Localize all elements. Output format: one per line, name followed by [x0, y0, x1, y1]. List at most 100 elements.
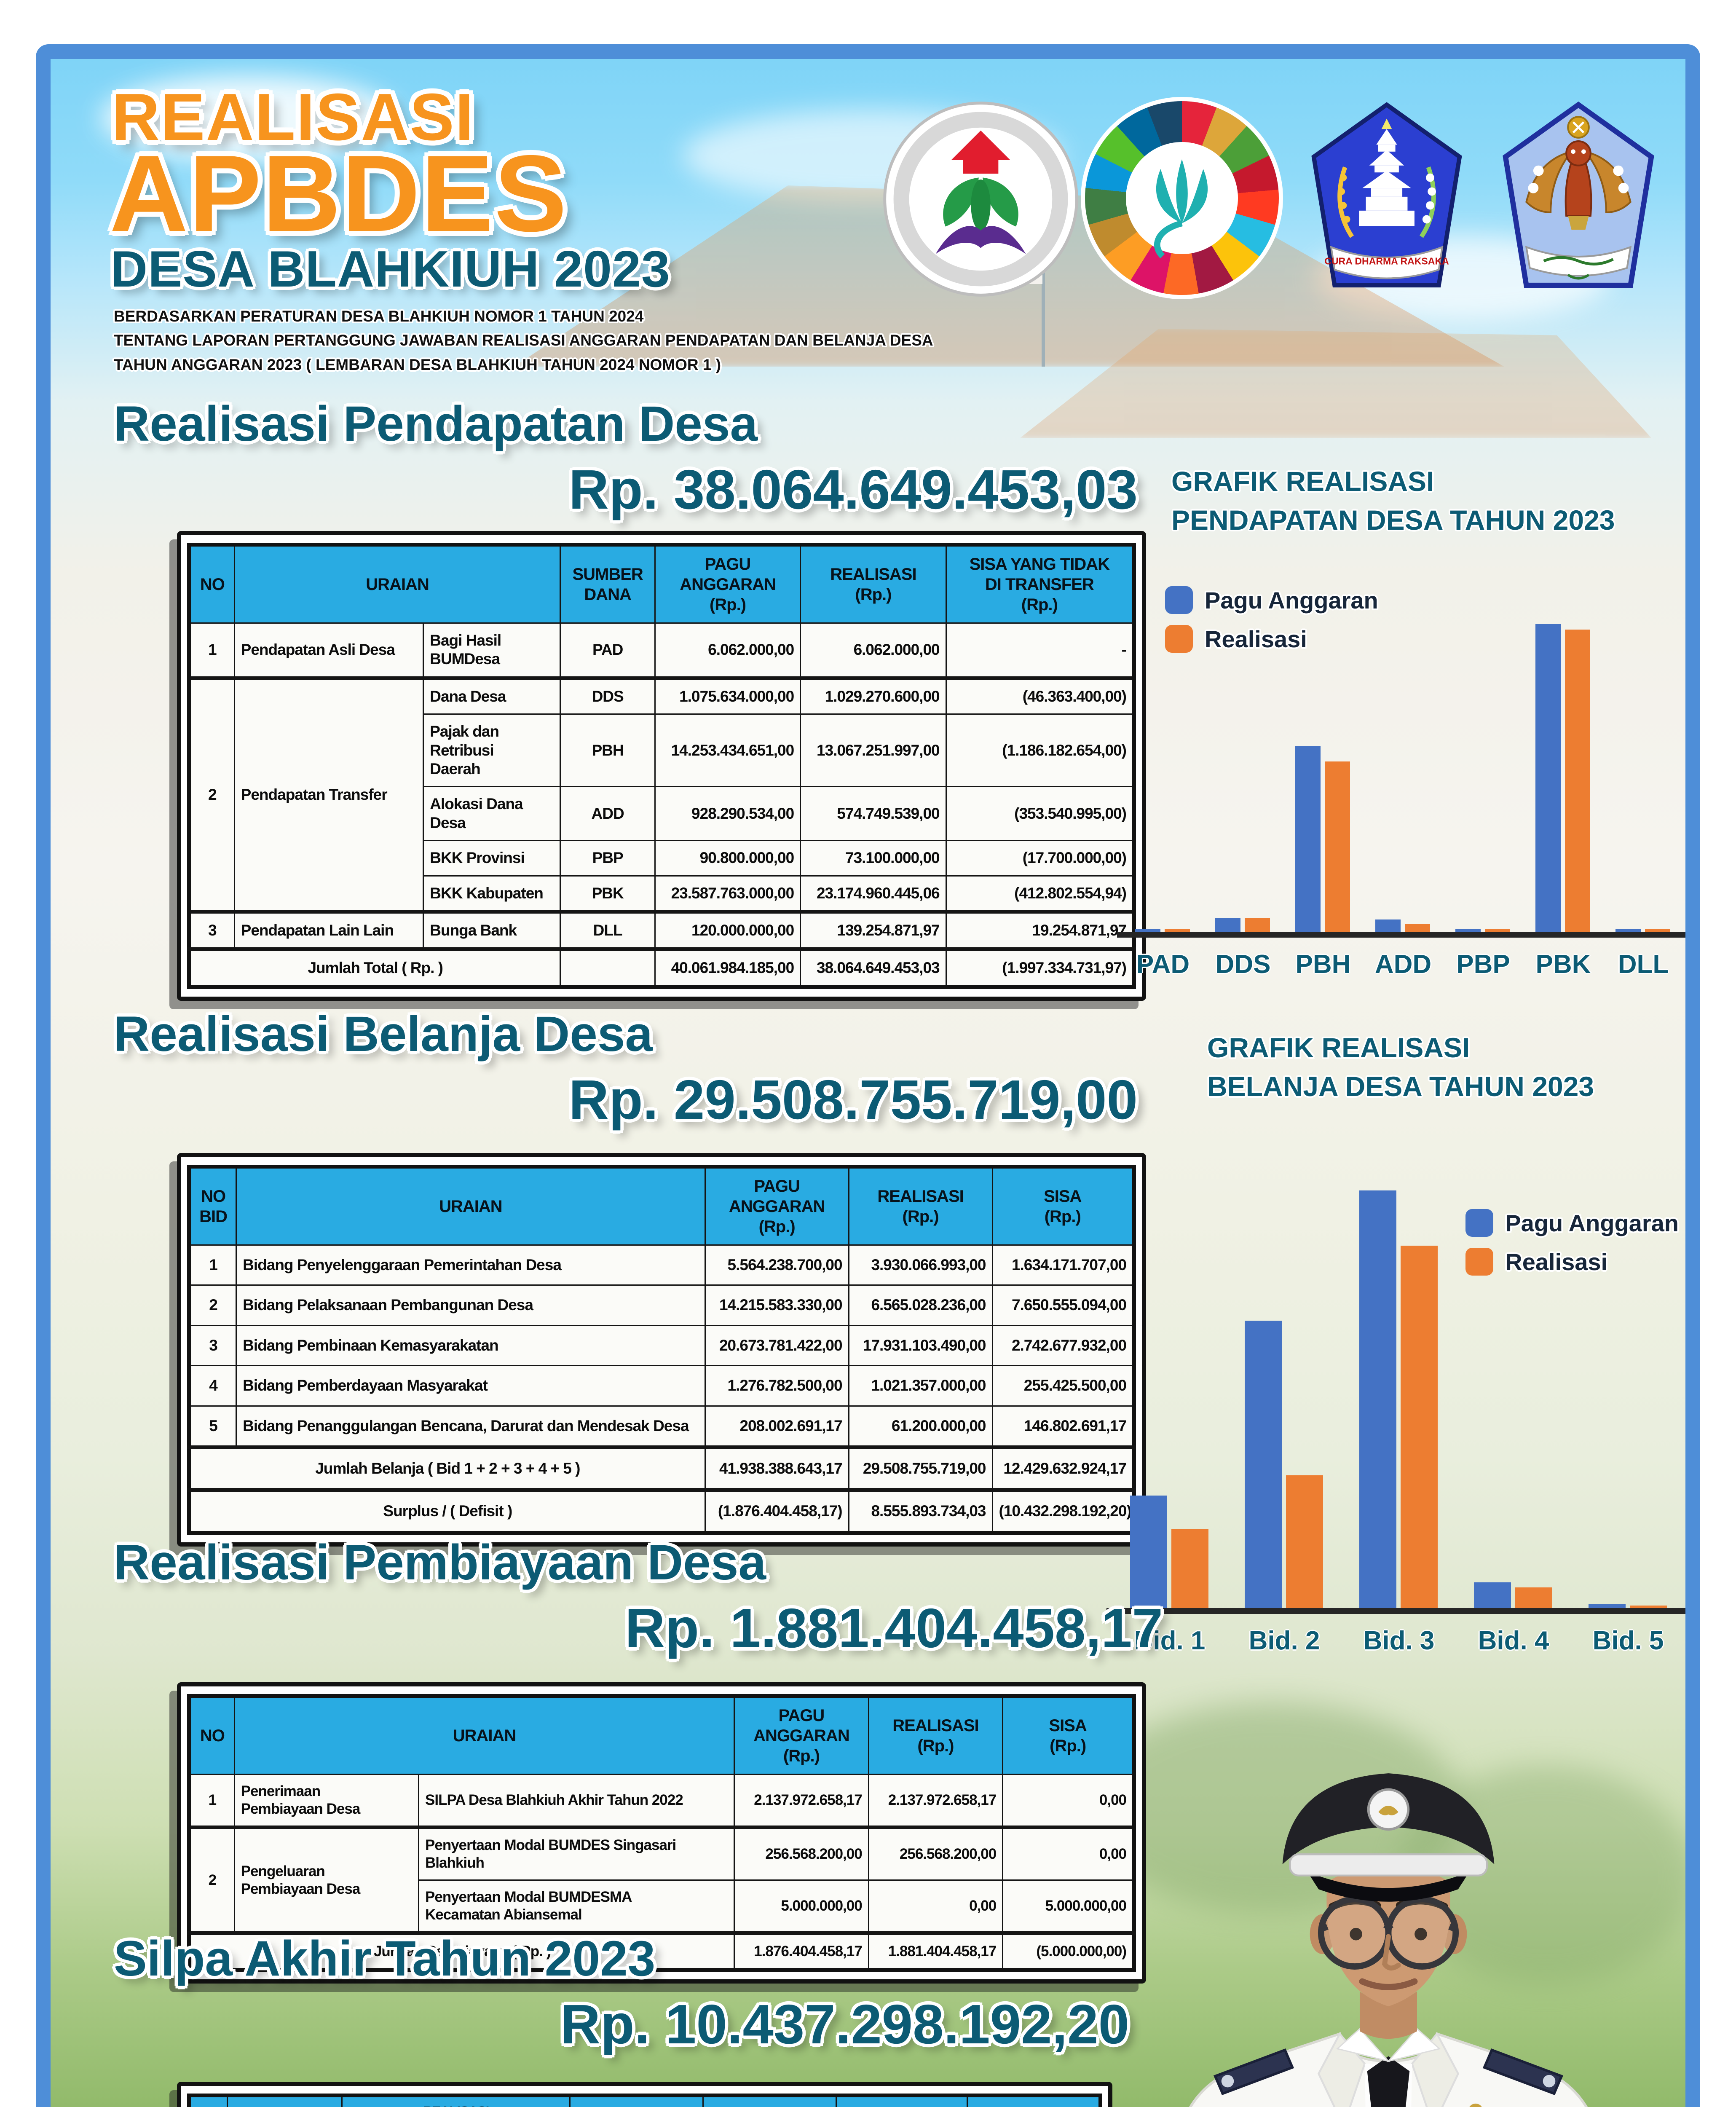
svg-text:CURA DHARMA RAKSAKA: CURA DHARMA RAKSAKA — [1324, 256, 1449, 267]
table-cell: 0,00 — [1002, 1774, 1135, 1828]
silpa-amount: Rp. 10.437.298.192,20 — [560, 1993, 1129, 2055]
bar-realisasi-bid2 — [1286, 1475, 1323, 1608]
bar-realisasi-bid1 — [1171, 1528, 1208, 1608]
table-cell: 2.137.972.658,17 — [734, 1774, 869, 1828]
chart-title-line: PENDAPATAN DESA TAHUN 2023 — [1171, 504, 1615, 536]
table-cell: NO BID — [188, 1166, 237, 1246]
table-cell: Bidang Pelaksanaan Pembangunan Desa — [236, 1284, 706, 1326]
table-cell: URAIAN — [233, 544, 561, 624]
silpa-heading: Silpa Akhir Tahun 2023 — [114, 1931, 656, 1986]
table-cell: 1 — [188, 622, 235, 679]
table-cell: 1 — [188, 1774, 235, 1828]
table-cell: URAIAN — [233, 1695, 735, 1775]
table-cell: - — [945, 622, 1135, 679]
bar-pagu-anggaran-bid5 — [1589, 1604, 1626, 1608]
chart-title-line: GRAFIK REALISASI — [1207, 1032, 1470, 1063]
subtitle-line: TENTANG LAPORAN PERTANGGUNG JAWABAN REAL… — [114, 332, 933, 349]
table-cell: 2 — [188, 676, 235, 913]
table-cell: SISA (Rp.) — [991, 1166, 1135, 1246]
pendapatan-table: NO URAIAN SUMBER DANA PAGU ANGGARAN (Rp.) RE… — [177, 531, 1146, 1001]
table-cell: URAIAN — [226, 2094, 343, 2107]
x-tick-label: Bid. 2 — [1248, 1626, 1320, 1655]
legend-item-pagu: Pagu Anggaran — [1465, 1209, 1679, 1237]
table-cell: SISA YANG TIDAK DI TRANSFER (Rp.) — [945, 544, 1135, 624]
table-cell: (46.363.400,00) — [945, 676, 1135, 715]
table-cell: 40.061.984.185,00 — [654, 947, 801, 988]
bar-pagu-anggaran-pbk — [1535, 624, 1561, 932]
table-cell: 17.931.103.490,00 — [848, 1324, 993, 1367]
table-cell: 5 — [188, 1405, 237, 1448]
table-cell: 139.254.871,97 — [800, 910, 947, 950]
table-cell: SUMBER DANA — [560, 544, 656, 624]
table-cell: ADD — [560, 786, 656, 842]
table-cell: 2 — [188, 1284, 237, 1326]
table-cell: PAD — [560, 622, 656, 679]
bar-pagu-anggaran-add — [1375, 919, 1401, 932]
pendapatan-bar-chart: Pagu Anggaran Realisasi PAD DDS PBH ADD PBP P… — [1117, 567, 1685, 982]
table-cell: (412.802.554,94) — [945, 875, 1135, 913]
legend-swatch-realisasi — [1465, 1248, 1494, 1276]
bar-realisasi-bid3 — [1401, 1246, 1438, 1608]
belanja-amount: Rp. 29.508.755.719,00 — [568, 1069, 1138, 1131]
bar-realisasi-dll — [1645, 929, 1670, 932]
table-cell: 208.002.691,17 — [704, 1405, 849, 1448]
x-tick-label: PBK — [1535, 950, 1591, 979]
x-axis — [1106, 1608, 1685, 1614]
poster-subtitle: BERDASARKAN PERATURAN DESA BLAHKIUH NOMO… — [114, 304, 933, 377]
table-cell: SILPA Desa Blahkiuh Akhir Tahun 2022 — [418, 1774, 735, 1828]
table-cell: Penyertaan Modal BUMDES Singasari Blahki… — [418, 1826, 735, 1881]
chart-title-line: BELANJA DESA TAHUN 2023 — [1207, 1071, 1594, 1102]
bar-pagu-anggaran-bid4 — [1474, 1582, 1511, 1608]
table-cell: 120.000.000,00 — [654, 910, 801, 950]
table-cell: NO — [188, 2094, 228, 2107]
legend-swatch-pagu — [1165, 586, 1193, 614]
table-cell: Penyertaan Modal BUMDESMA Kecamatan Abia… — [418, 1879, 735, 1934]
pendapatan-amount: Rp. 38.064.649.453,03 — [568, 458, 1138, 520]
subtitle-line: BERDASARKAN PERATURAN DESA BLAHKIUH NOMO… — [114, 308, 644, 325]
table-cell: PBK — [560, 875, 656, 913]
table-cell: Dana Desa — [423, 676, 561, 715]
table-cell: 1.881.404.458,17 — [868, 1931, 1004, 1970]
table-cell: Bagi Hasil BUMDesa — [423, 622, 561, 679]
table-cell: 1.075.634.000,00 — [654, 676, 801, 715]
table-cell: SILPA DESA BLAHKIUH AKHIR TAHUN 2023 ( e… — [967, 2094, 1101, 2107]
bar-pagu-anggaran-pbh — [1295, 746, 1321, 932]
table-cell: PBH — [560, 713, 656, 788]
bar-pagu-anggaran-bid2 — [1245, 1321, 1282, 1608]
flag-pole — [1042, 257, 1045, 367]
poster-title-desa: DESA BLAHKIUH 2023 — [110, 240, 670, 298]
poster-title-realisasi: REALISASI — [112, 80, 474, 154]
table-cell: 256.568.200,00 — [868, 1826, 1004, 1881]
provinsi-bali-logo: CURA DHARMA RAKSAKA — [1311, 102, 1462, 288]
x-tick-label: Bid. 3 — [1363, 1626, 1435, 1655]
table-cell: 146.802.691,17 — [991, 1405, 1135, 1448]
bar-pagu-anggaran-pbp — [1455, 929, 1481, 932]
legend-item-realisasi: Realisasi — [1165, 625, 1378, 653]
belanja-bar-chart: Pagu Anggaran Realisasi Bid. 1 Bid. 2 Bid.… — [1106, 1174, 1685, 1658]
table-cell: 13.067.251.997,00 — [800, 713, 947, 788]
pembiayaan-amount: Rp. 1.881.404.458,17 — [625, 1597, 1163, 1659]
table-cell: BKK Kabupaten — [423, 875, 561, 913]
chart-title-line: GRAFIK REALISASI — [1171, 466, 1434, 497]
x-axis — [1117, 932, 1685, 938]
legend-swatch-realisasi — [1165, 625, 1193, 653]
legend-label: Pagu Anggaran — [1505, 1209, 1679, 1236]
bar-realisasi-pad — [1165, 929, 1190, 932]
perbekel-portrait-photo: I B MAHA — [1189, 1773, 1588, 2107]
table-cell: 90.800.000,00 — [654, 840, 801, 877]
table-cell: Surplus / ( Defisit ) — [188, 1488, 706, 1533]
table-cell: 4 — [188, 1365, 237, 1407]
table-cell: 38.064.649.453,03 — [800, 947, 947, 988]
bar-realisasi-dds — [1245, 918, 1270, 932]
table-cell: 6.062.000,00 — [800, 622, 947, 679]
table-cell: 2.137.972.658,17 — [868, 1774, 1004, 1828]
bar-realisasi-add — [1405, 924, 1430, 932]
table-cell: 23.174.960.445,06 — [800, 875, 947, 913]
chart-legend: Pagu Anggaran Realisasi — [1465, 1209, 1679, 1276]
table-cell: 14.253.434.651,00 — [654, 713, 801, 788]
table-cell: 1.634.171.707,00 — [991, 1244, 1135, 1286]
table-cell: URAIAN — [236, 1166, 706, 1246]
table-cell: SISA (Rp.) — [1002, 1695, 1135, 1775]
table-cell: 3 — [188, 910, 235, 950]
table-cell: Pengeluaran Pembiayaan Desa — [233, 1826, 420, 1934]
